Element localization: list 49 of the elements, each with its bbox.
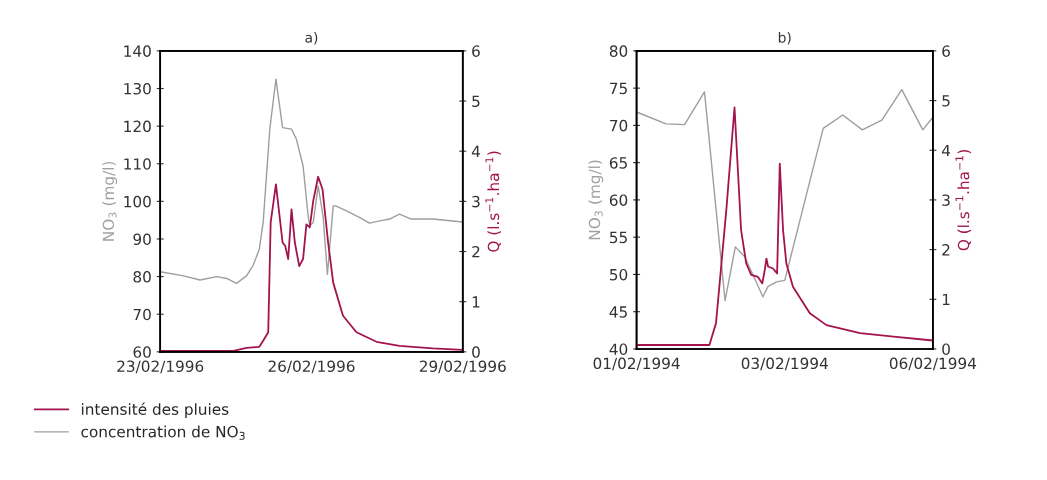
y2-tick-label: 3: [942, 194, 950, 206]
line-series: [160, 78, 463, 285]
y-tick-label: 75: [610, 82, 627, 95]
y-tick-label: 110: [124, 158, 151, 170]
y-axis-title: NO$_{3}$ (mg/l): [588, 160, 604, 240]
line-series: [636, 88, 933, 302]
y2-axis-title: Q (l.s$^{−1}$.ha$^{−1}$): [955, 150, 972, 251]
y-tick-label: 60: [609, 194, 628, 206]
x-tick-label: 26/02/1996: [268, 360, 355, 374]
y2-tick-label: 2: [942, 244, 950, 256]
x-tick-label: 01/02/1994: [593, 357, 680, 371]
y-tick-label: 120: [124, 120, 151, 133]
line-series: [636, 106, 933, 346]
y-tick-label: 80: [609, 45, 628, 57]
y-tick-label: 70: [610, 119, 628, 132]
y-axis-title: NO$_{3}$ (mg/l): [102, 161, 118, 241]
y2-tick-label: 6: [472, 45, 480, 57]
legend-label: concentration de NO$_{3}$: [81, 425, 245, 440]
y2-tick-label: 1: [942, 293, 950, 306]
y-tick-label: 55: [609, 231, 627, 244]
chart-title: b): [778, 31, 791, 45]
y2-tick-label: 6: [942, 45, 950, 57]
y-tick-label: 80: [133, 271, 151, 283]
y2-tick-label: 2: [472, 245, 480, 258]
legend-label: intensité des pluies: [81, 402, 229, 418]
y2-axis-title: Q (l.s$^{−1}$.ha$^{−1}$): [485, 151, 502, 252]
y2-tick-label: 0: [942, 343, 950, 355]
x-tick-label: 23/02/1996: [117, 360, 204, 374]
y-tick-label: 45: [609, 306, 627, 318]
y2-tick-label: 4: [471, 145, 480, 157]
x-tick-label: 06/02/1994: [889, 357, 977, 371]
y-tick-label: 130: [124, 82, 151, 95]
y2-tick-label: 4: [941, 144, 951, 157]
x-tick-label: 03/02/1994: [741, 357, 828, 371]
y-tick-label: 40: [609, 343, 628, 355]
y-tick-label: 60: [133, 346, 151, 358]
y-tick-label: 70: [133, 308, 151, 321]
y-tick-label: 90: [133, 233, 151, 245]
x-tick-label: 29/02/1996: [419, 360, 506, 374]
chart-title: a): [305, 32, 318, 45]
y2-tick-label: 5: [942, 95, 950, 107]
y2-tick-label: 5: [472, 95, 480, 108]
y-tick-label: 140: [124, 45, 151, 57]
y2-tick-label: 3: [472, 195, 480, 208]
y-tick-label: 100: [124, 195, 151, 208]
y-tick-label: 65: [609, 157, 627, 169]
y2-tick-label: 1: [472, 296, 480, 308]
y2-tick-label: 0: [472, 346, 480, 358]
y-tick-label: 50: [609, 268, 628, 281]
